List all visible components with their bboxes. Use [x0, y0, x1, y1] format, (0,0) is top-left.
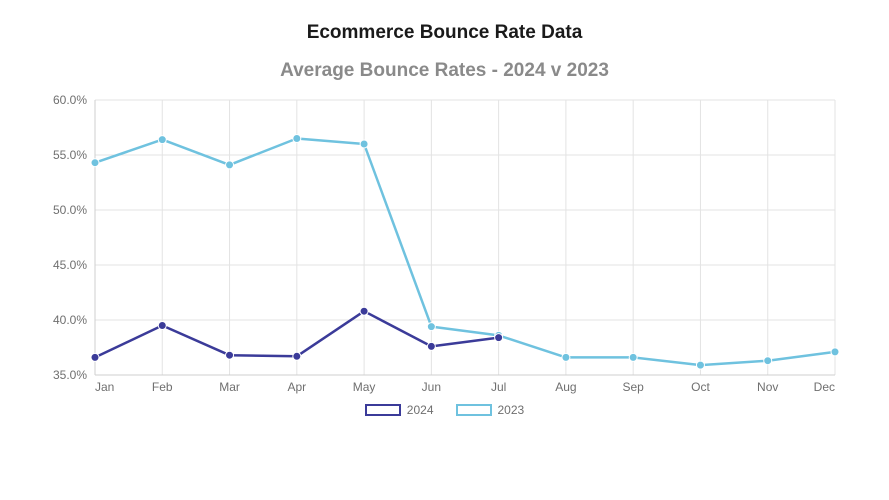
- x-tick-label: May: [352, 380, 375, 394]
- x-tick-label: Mar: [219, 380, 240, 394]
- x-tick-label: Feb: [151, 380, 172, 394]
- series-marker-2023: [427, 323, 435, 331]
- series-marker-2023: [91, 159, 99, 167]
- series-marker-2023: [696, 361, 704, 369]
- series-marker-2024: [427, 342, 435, 350]
- x-tick-label: Dec: [813, 380, 834, 394]
- series-marker-2024: [360, 307, 368, 315]
- y-tick-label: 45.0%: [52, 258, 86, 272]
- x-tick-label: Sep: [622, 380, 644, 394]
- y-tick-label: 35.0%: [52, 368, 86, 382]
- chart-area: 35.0% 40.0% 45.0% 50.0% 55.0% 60.0% Jan Feb Mar A…: [35, 92, 855, 397]
- series-line-2023: [95, 139, 835, 366]
- series-marker-2023: [360, 140, 368, 148]
- series-marker-2024: [292, 352, 300, 360]
- y-tick-label: 60.0%: [52, 93, 86, 107]
- series-marker-2023: [225, 161, 233, 169]
- legend: 2024 2023: [0, 403, 889, 417]
- y-tick-label: 50.0%: [52, 203, 86, 217]
- legend-label: 2023: [498, 403, 525, 417]
- series-marker-2024: [494, 334, 502, 342]
- legend-swatch-2024: [365, 404, 401, 416]
- series-marker-2023: [561, 353, 569, 361]
- page-title: Ecommerce Bounce Rate Data: [0, 0, 889, 44]
- series-marker-2023: [763, 357, 771, 365]
- series-marker-2023: [292, 135, 300, 143]
- series-marker-2024: [225, 351, 233, 359]
- x-tick-label: Apr: [287, 380, 306, 394]
- x-tick-label: Oct: [691, 380, 710, 394]
- x-tick-label: Jun: [421, 380, 440, 394]
- legend-label: 2024: [407, 403, 434, 417]
- legend-item-2023: 2023: [456, 403, 525, 417]
- legend-item-2024: 2024: [365, 403, 434, 417]
- x-tick-label: Aug: [555, 380, 576, 394]
- x-tick-label: Nov: [757, 380, 778, 394]
- series-marker-2024: [91, 353, 99, 361]
- legend-swatch-2023: [456, 404, 492, 416]
- y-tick-label: 40.0%: [52, 313, 86, 327]
- series-marker-2023: [629, 353, 637, 361]
- y-tick-label: 55.0%: [52, 148, 86, 162]
- series-marker-2023: [158, 136, 166, 144]
- chart-subtitle: Average Bounce Rates - 2024 v 2023: [0, 60, 889, 82]
- series-marker-2023: [831, 348, 839, 356]
- chart-svg: 35.0% 40.0% 45.0% 50.0% 55.0% 60.0% Jan Feb Mar A…: [35, 92, 855, 397]
- x-tick-label: Jul: [490, 380, 505, 394]
- x-tick-label: Jan: [95, 380, 114, 394]
- series-marker-2024: [158, 322, 166, 330]
